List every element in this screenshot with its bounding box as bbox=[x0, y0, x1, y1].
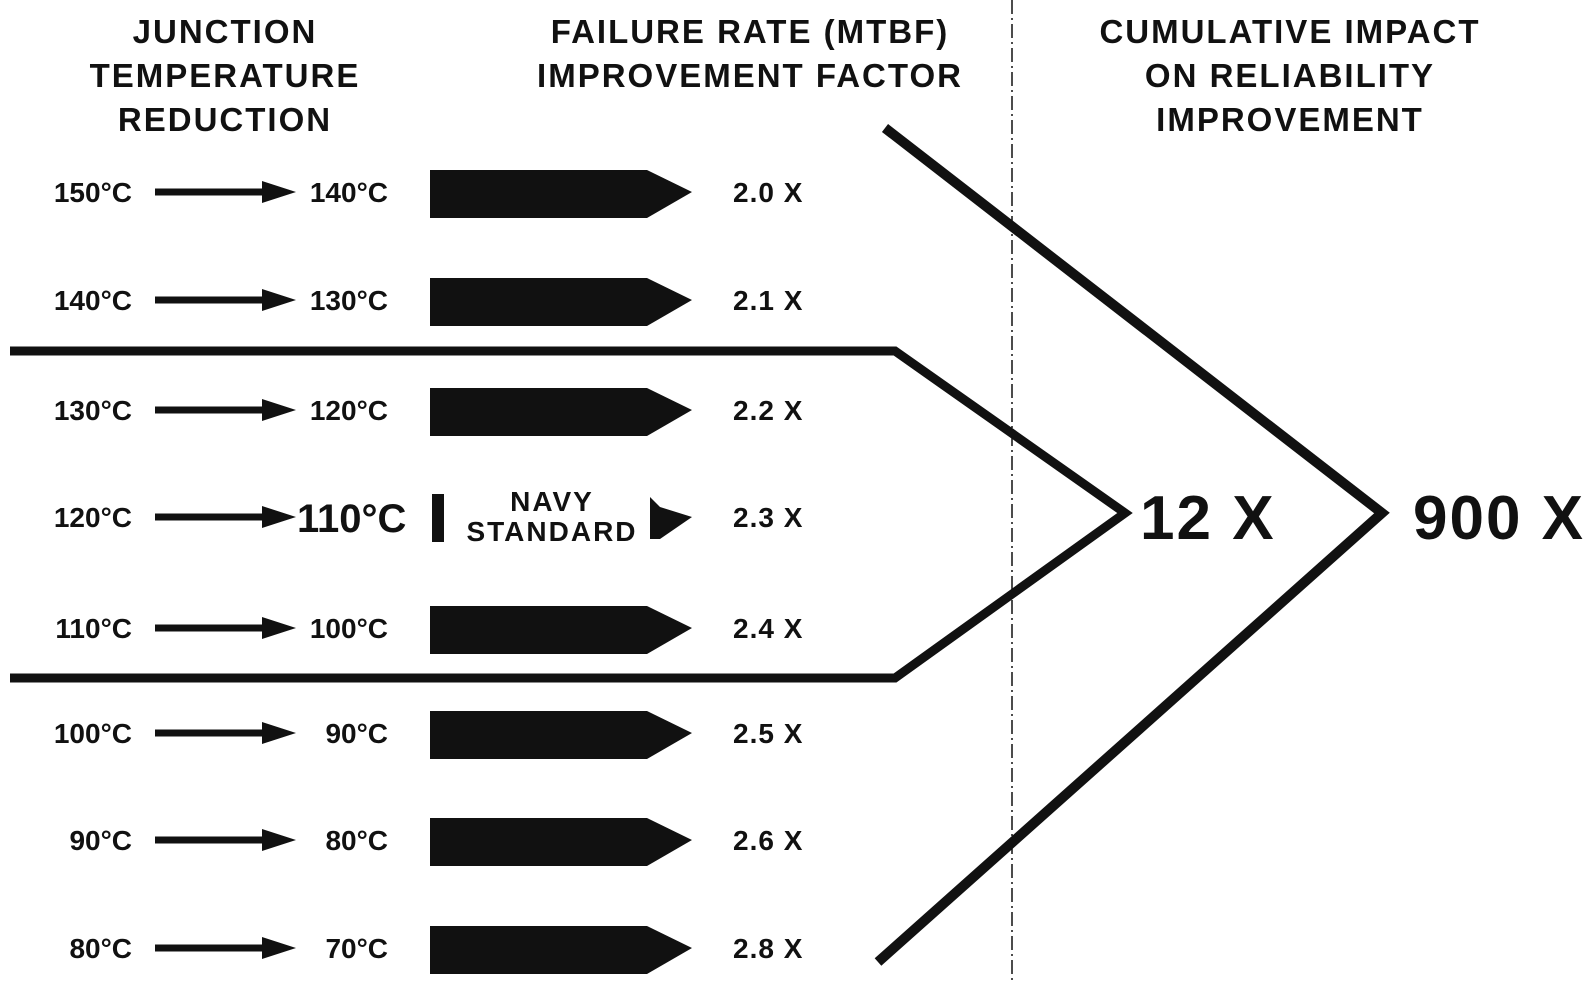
improvement-factor: 2.4 X bbox=[733, 613, 803, 644]
from-temperature: 130°C bbox=[54, 395, 132, 426]
failure-rate-header: FAILURE RATE (MTBF) IMPROVEMENT FACTOR bbox=[500, 10, 1000, 98]
factor-bar bbox=[430, 711, 692, 759]
to-temperature: 80°C bbox=[325, 825, 388, 856]
to-temperature: 70°C bbox=[325, 933, 388, 964]
navy-label: NAVY bbox=[510, 486, 594, 517]
header-line: REDUCTION bbox=[117, 101, 333, 138]
factor-bar bbox=[430, 278, 692, 326]
temperature-row: 140°C 130°C 2.1 X bbox=[54, 278, 803, 326]
temperature-row: 80°C 70°C 2.8 X bbox=[69, 926, 803, 974]
arrow-head-icon bbox=[262, 399, 296, 421]
factor-bar bbox=[430, 388, 692, 436]
to-temperature: 90°C bbox=[325, 718, 388, 749]
improvement-factor: 2.5 X bbox=[733, 718, 803, 749]
navy-bar-right-cap bbox=[650, 497, 692, 539]
arrow-head-icon bbox=[262, 181, 296, 203]
improvement-factor: 2.8 X bbox=[733, 933, 803, 964]
header-line: FAILURE RATE (MTBF) bbox=[550, 13, 950, 50]
temperature-row: 150°C 140°C 2.0 X bbox=[54, 170, 803, 218]
factor-bar bbox=[430, 170, 692, 218]
rows-layer: 150°C 140°C 2.0 X 140°C 130°C 2.1 X 130°C 120°C… bbox=[54, 170, 803, 974]
junction-temperature-header: JUNCTION TEMPERATURE REDUCTION bbox=[60, 10, 390, 142]
from-temperature: 110°C bbox=[55, 613, 132, 644]
to-temperature: 110°C bbox=[297, 497, 406, 541]
temperature-row: 110°C 100°C 2.4 X bbox=[55, 606, 803, 654]
header-line: IMPROVEMENT FACTOR bbox=[537, 57, 963, 94]
temperature-row: 90°C 80°C 2.6 X bbox=[69, 818, 803, 866]
header-line: JUNCTION bbox=[132, 13, 318, 50]
total-result: 900 X bbox=[1413, 484, 1585, 553]
cumulative-impact-header: CUMULATIVE IMPACT ON RELIABILITY IMPROVE… bbox=[1030, 10, 1550, 142]
factor-bar bbox=[430, 606, 692, 654]
from-temperature: 80°C bbox=[69, 933, 132, 964]
improvement-factor: 2.0 X bbox=[733, 177, 803, 208]
to-temperature: 100°C bbox=[310, 613, 388, 644]
standard-label: STANDARD bbox=[466, 516, 637, 547]
to-temperature: 130°C bbox=[310, 285, 388, 316]
arrow-head-icon bbox=[262, 506, 296, 528]
from-temperature: 100°C bbox=[54, 718, 132, 749]
improvement-factor: 2.2 X bbox=[733, 395, 803, 426]
factor-bar bbox=[430, 818, 692, 866]
to-temperature: 140°C bbox=[310, 177, 388, 208]
temperature-row: 130°C 120°C 2.2 X bbox=[54, 388, 803, 436]
from-temperature: 120°C bbox=[54, 502, 132, 533]
improvement-factor: 2.1 X bbox=[733, 285, 803, 316]
improvement-factor: 2.6 X bbox=[733, 825, 803, 856]
header-line: TEMPERATURE bbox=[89, 57, 361, 94]
group-result: 12 X bbox=[1140, 484, 1276, 553]
arrow-head-icon bbox=[262, 289, 296, 311]
arrow-head-icon bbox=[262, 722, 296, 744]
arrow-head-icon bbox=[262, 829, 296, 851]
navy-bar-left-cap bbox=[432, 494, 444, 542]
group-bracket bbox=[10, 346, 1133, 683]
arrow-head-icon bbox=[262, 937, 296, 959]
temperature-row: 100°C 90°C 2.5 X bbox=[54, 711, 803, 759]
header-line: IMPROVEMENT bbox=[1156, 101, 1424, 138]
from-temperature: 150°C bbox=[54, 177, 132, 208]
header-line: CUMULATIVE IMPACT bbox=[1099, 13, 1481, 50]
total-bracket bbox=[874, 124, 1390, 966]
from-temperature: 140°C bbox=[54, 285, 132, 316]
from-temperature: 90°C bbox=[69, 825, 132, 856]
factor-bar bbox=[430, 926, 692, 974]
to-temperature: 120°C bbox=[310, 395, 388, 426]
improvement-factor: 2.3 X bbox=[733, 502, 803, 533]
arrow-head-icon bbox=[262, 617, 296, 639]
header-line: ON RELIABILITY bbox=[1144, 57, 1436, 94]
